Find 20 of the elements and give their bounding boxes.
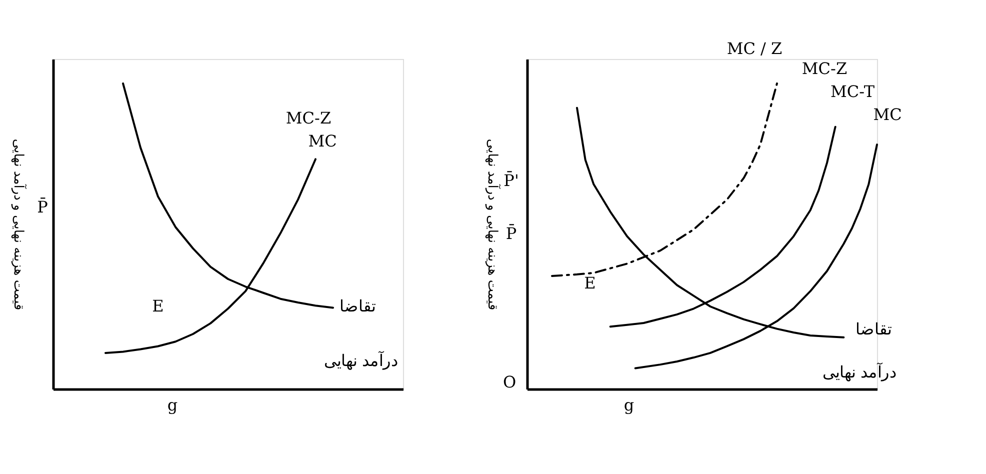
text: P̄ [506,224,517,243]
annotation: درآمد نهایی [822,362,897,382]
text: MC / Z [726,39,782,58]
y-axis-title: قیمت هزینه نهایی و درآمد نهایی [10,138,28,310]
annotation: MC-T [830,82,875,101]
annotation: تقاضا [340,296,376,316]
x-axis-title: g [167,396,178,414]
text: P̄' [504,171,519,190]
text: O [502,372,516,392]
annotation: E [584,273,596,292]
annotation: تقاضا [856,320,892,339]
y-axis-title: قیمت هزینه نهایی و درآمد نهایی [484,138,502,310]
text: P̄ [37,198,48,216]
annotation: MC-Z [286,108,332,128]
annotation: MC [308,132,337,150]
text: MC-Z [802,58,848,78]
x-axis-title: g [624,396,634,414]
annotation: E [152,296,164,316]
annotation: MC [873,105,902,124]
annotation: درآمد نهایی [324,350,398,370]
